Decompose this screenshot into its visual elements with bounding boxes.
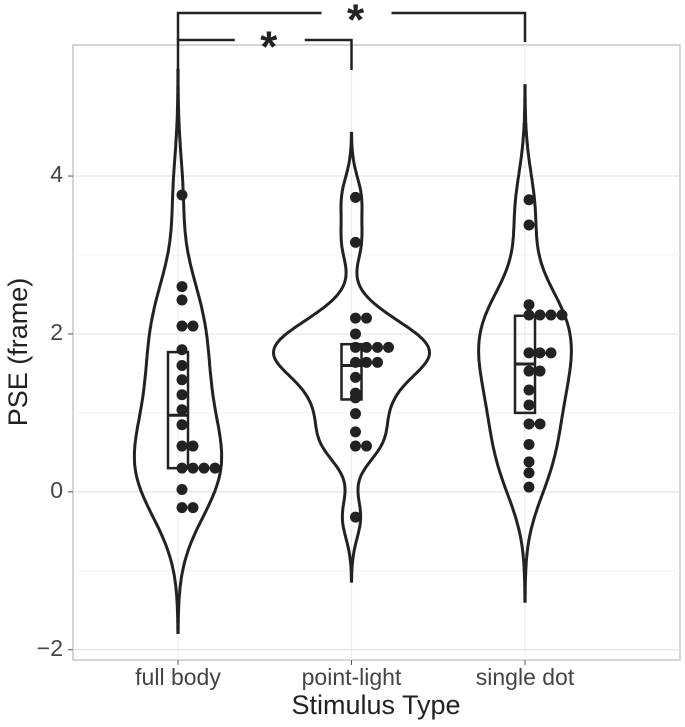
- dot: [523, 456, 535, 468]
- y-tick-label: 4: [50, 161, 63, 187]
- dot: [350, 356, 361, 368]
- violin: [132, 68, 224, 634]
- dot: [350, 312, 361, 324]
- dot: [176, 502, 188, 514]
- dot: [523, 347, 535, 359]
- dot: [176, 462, 188, 474]
- violin: [271, 131, 432, 583]
- dot: [350, 236, 361, 248]
- dot: [523, 219, 535, 231]
- y-tick-label: 2: [50, 319, 63, 345]
- dot: [523, 418, 535, 430]
- dot: [350, 371, 361, 383]
- dot: [523, 467, 535, 479]
- dot: [534, 347, 546, 359]
- dot: [523, 384, 535, 396]
- dot: [187, 462, 199, 474]
- dot: [209, 462, 221, 474]
- dot: [176, 419, 188, 431]
- dot: [534, 365, 546, 377]
- x-tick-label: full body: [135, 664, 221, 690]
- dot: [556, 309, 568, 321]
- dot: [383, 341, 394, 353]
- dot: [350, 408, 361, 420]
- dot: [545, 309, 557, 321]
- dot: [176, 389, 188, 401]
- dot: [361, 356, 372, 368]
- dot: [187, 440, 199, 452]
- dot: [176, 344, 188, 356]
- dot: [523, 299, 535, 311]
- dot: [176, 320, 188, 332]
- dot: [350, 392, 361, 404]
- y-axis-title: PSE (frame): [3, 278, 33, 427]
- dot: [350, 511, 361, 523]
- dot: [372, 356, 383, 368]
- dot: [361, 440, 372, 452]
- dot: [523, 481, 535, 493]
- x-axis-title: Stimulus Type: [291, 690, 460, 720]
- dot: [361, 341, 372, 353]
- dot: [187, 320, 199, 332]
- dot: [361, 312, 372, 324]
- y-tick-label: 0: [50, 477, 63, 503]
- dot: [176, 483, 188, 495]
- y-tick-label: −2: [37, 635, 63, 661]
- dot: [523, 399, 535, 411]
- dot: [545, 347, 557, 359]
- dot: [372, 341, 383, 353]
- dot: [176, 404, 188, 416]
- dot: [350, 191, 361, 203]
- dot: [534, 418, 546, 430]
- x-tick-label: point-light: [302, 664, 402, 690]
- dot: [523, 438, 535, 450]
- dot: [350, 440, 361, 452]
- dot: [534, 309, 546, 321]
- dot: [187, 502, 199, 514]
- dot: [523, 365, 535, 377]
- dot: [350, 341, 361, 353]
- dot: [176, 189, 188, 201]
- dot: [176, 294, 188, 306]
- violin: [477, 84, 573, 603]
- dot: [198, 462, 210, 474]
- dot: [176, 374, 188, 386]
- dot: [523, 194, 535, 206]
- significance-star: *: [347, 0, 365, 45]
- x-tick-label: single dot: [476, 664, 575, 690]
- dot: [350, 426, 361, 438]
- dot: [176, 281, 188, 293]
- bracket: [176, 11, 527, 42]
- dot: [523, 309, 535, 321]
- dot: [350, 328, 361, 340]
- dot: [176, 440, 188, 452]
- significance-star: *: [260, 23, 278, 72]
- dot: [176, 360, 188, 372]
